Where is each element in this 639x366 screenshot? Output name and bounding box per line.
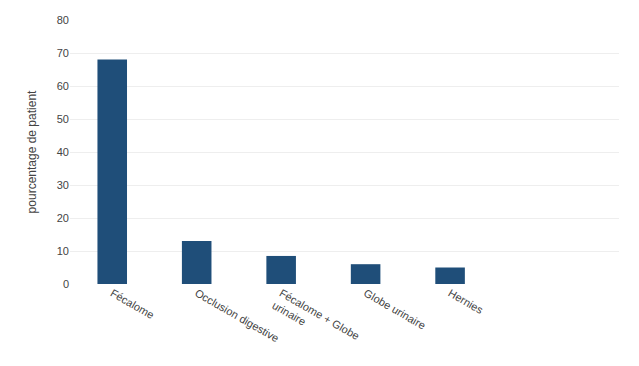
svg-text:Fécalome: Fécalome (108, 287, 156, 322)
svg-text:pourcentage de patient: pourcentage de patient (25, 90, 39, 213)
svg-text:20: 20 (57, 212, 69, 224)
svg-text:10: 10 (57, 245, 69, 257)
svg-text:Fécalome + Globeurinaire: Fécalome + Globeurinaire (270, 287, 361, 355)
svg-text:50: 50 (57, 113, 69, 125)
svg-text:30: 30 (57, 179, 69, 191)
svg-text:0: 0 (63, 278, 69, 290)
svg-text:60: 60 (57, 80, 69, 92)
svg-text:Globe urinaire: Globe urinaire (362, 287, 428, 332)
svg-text:Occlusion digestive: Occlusion digestive (193, 287, 281, 345)
svg-text:Hernies: Hernies (446, 287, 485, 317)
svg-text:40: 40 (57, 146, 69, 158)
svg-text:80: 80 (57, 14, 69, 26)
svg-text:70: 70 (57, 47, 69, 59)
